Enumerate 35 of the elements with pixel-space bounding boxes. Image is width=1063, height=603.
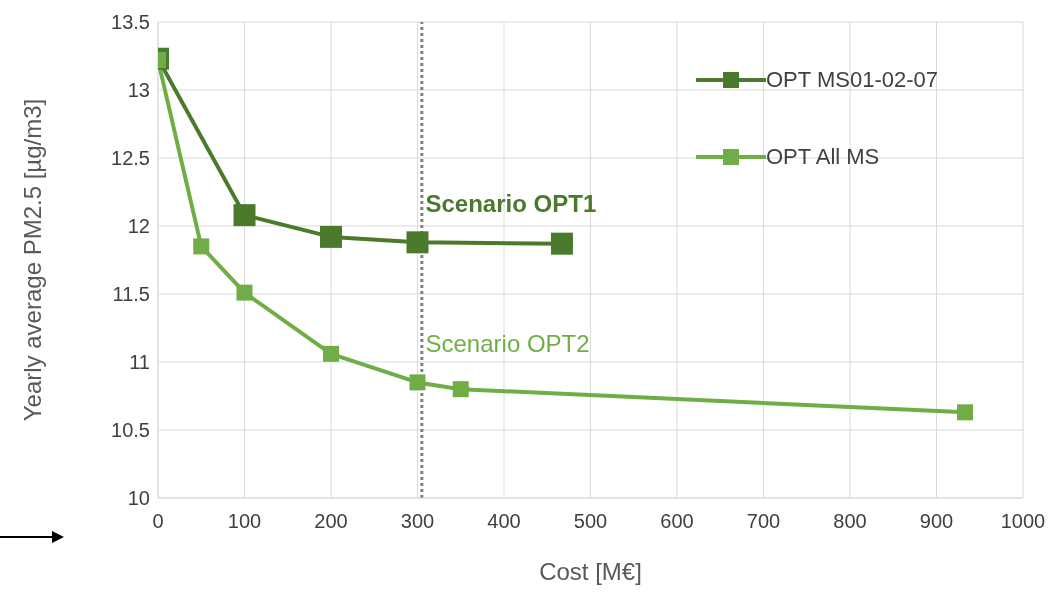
x-tick-label: 700: [746, 510, 781, 533]
legend-label: OPT MS01-02-07: [766, 67, 939, 93]
annotation: Scenario OPT2: [425, 330, 590, 358]
point: [409, 374, 426, 391]
y-axis-title: Yearly average PM2.5 [µg/m3]: [18, 98, 46, 422]
point: [550, 232, 573, 255]
x-tick-label: 0: [152, 510, 164, 533]
x-tick-label: 200: [314, 510, 348, 533]
x-tick-label: 400: [487, 510, 521, 533]
point: [233, 204, 256, 227]
y-tick-label: 13.5: [111, 11, 150, 34]
x-tick-label: 500: [573, 510, 608, 533]
x-tick-label: 600: [660, 510, 694, 533]
y-tick-label: 13: [127, 79, 150, 102]
x-tick-label: 900: [919, 510, 954, 533]
y-tick-label: 12.5: [111, 147, 150, 170]
point: [236, 284, 253, 301]
y-tick-label: 10.5: [111, 419, 150, 442]
point: [323, 345, 339, 362]
annotation: Scenario OPT1: [425, 190, 597, 218]
point: [957, 404, 974, 421]
x-tick-label: 300: [400, 510, 435, 533]
x-tick-label: 800: [833, 510, 867, 533]
y-tick-label: 11.5: [112, 283, 150, 306]
legend-label: OPT All MS: [766, 144, 880, 170]
point: [320, 225, 342, 248]
point: [406, 231, 429, 254]
y-tick-label: 12: [127, 215, 150, 238]
x-tick-label: 100: [227, 510, 262, 533]
point: [193, 238, 210, 255]
x-tick-label: 1000: [1000, 510, 1046, 533]
x-axis-title: Cost [M€]: [539, 558, 642, 585]
y-tick-label: 10: [127, 487, 150, 510]
point: [452, 381, 469, 398]
y-tick-label: 11: [129, 351, 150, 374]
